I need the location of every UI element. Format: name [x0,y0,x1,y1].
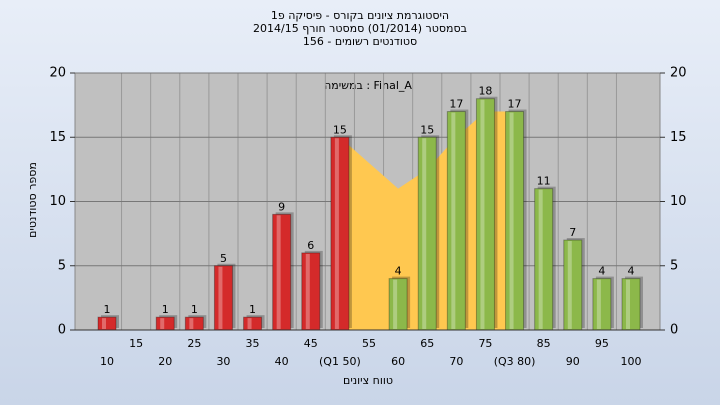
data-label: 15 [333,123,347,136]
bar [272,213,292,331]
x-tick-label: 40 [275,355,289,368]
bar-highlight [422,138,427,329]
data-label: 5 [220,252,227,265]
x-tick-label: 75 [478,337,492,350]
x-tick-label: 25 [187,337,201,350]
chart-title: היסטוגרמת ציונים בקורס - פיסיקה פ1 [271,9,449,22]
bar [446,111,466,331]
x-tick-label: 100 [621,355,642,368]
bar-highlight [102,318,106,329]
data-label: 1 [249,303,256,316]
y-tick-label: 5 [58,258,66,273]
y2-tick-label: 15 [670,130,687,145]
x-tick-label: 30 [216,355,230,368]
bar-highlight [218,266,223,329]
y2-tick-label: 5 [670,258,678,273]
bar [621,278,641,331]
bar [97,316,117,331]
data-label: 4 [598,265,605,278]
x-tick-label: 95 [595,337,609,350]
bar [301,252,321,331]
data-label: 17 [508,98,522,111]
bar-highlight [538,189,543,329]
annotation: במשימה : Final_A [324,79,412,92]
x-tick-label: 85 [537,337,551,350]
chart-subtitle: בסמסטר (01/2014) סמסטר חורף 2014/15 [253,22,467,35]
bar [563,239,583,331]
x-tick-label: (Q3 80) [494,355,536,368]
x-axis-label: טווח ציונים [343,374,393,387]
data-label: 15 [420,123,434,136]
bar-highlight [480,99,485,329]
y-tick-label: 15 [49,130,66,145]
x-tick-label: 45 [304,337,318,350]
bar [534,188,554,331]
data-label: 4 [395,265,402,278]
data-label: 6 [307,239,314,252]
bar-highlight [567,241,572,329]
bar [592,278,612,331]
data-label: 1 [104,303,111,316]
bar-highlight [509,112,514,329]
bar [417,136,437,331]
x-tick-label: 65 [420,337,434,350]
data-label: 9 [278,200,285,213]
bar [184,316,204,331]
x-tick-label: (Q1 50) [319,355,361,368]
data-label: 1 [191,303,198,316]
y2-tick-label: 10 [670,194,687,209]
bar-highlight [276,215,281,329]
data-label: 4 [628,265,635,278]
y2-tick-label: 0 [670,323,678,338]
bar-highlight [626,279,630,329]
data-label: 18 [478,85,492,98]
y-tick-label: 0 [58,323,66,338]
x-tick-label: 10 [100,355,114,368]
data-label: 7 [569,226,576,239]
data-label: 11 [537,175,551,188]
y-tick-label: 10 [49,194,66,209]
x-tick-label: 35 [246,337,260,350]
bar [330,136,350,331]
bar-highlight [305,253,310,329]
bar [213,265,233,331]
bar-highlight [247,318,252,329]
bar [243,316,263,331]
bar-highlight [451,112,456,329]
y-axis-label: מספר סטודנטים [26,162,39,238]
data-label: 17 [449,98,463,111]
bar-highlight [393,279,398,329]
data-label: 1 [162,303,169,316]
bar [475,98,495,331]
y2-tick-label: 20 [670,66,687,81]
x-tick-label: 70 [449,355,463,368]
y-tick-label: 20 [49,66,66,81]
bar [505,111,525,331]
x-tick-label: 60 [391,355,405,368]
x-tick-label: 90 [566,355,580,368]
bar [155,316,175,331]
x-tick-label: 55 [362,337,376,350]
bar-highlight [189,318,194,329]
chart-subtitle: סטודנטים רשומים - 156 [303,35,417,48]
bar-highlight [596,279,601,329]
bar-highlight [334,138,339,329]
x-tick-label: 20 [158,355,172,368]
x-tick-label: 15 [129,337,143,350]
bar-highlight [160,318,165,329]
bar [388,278,408,331]
